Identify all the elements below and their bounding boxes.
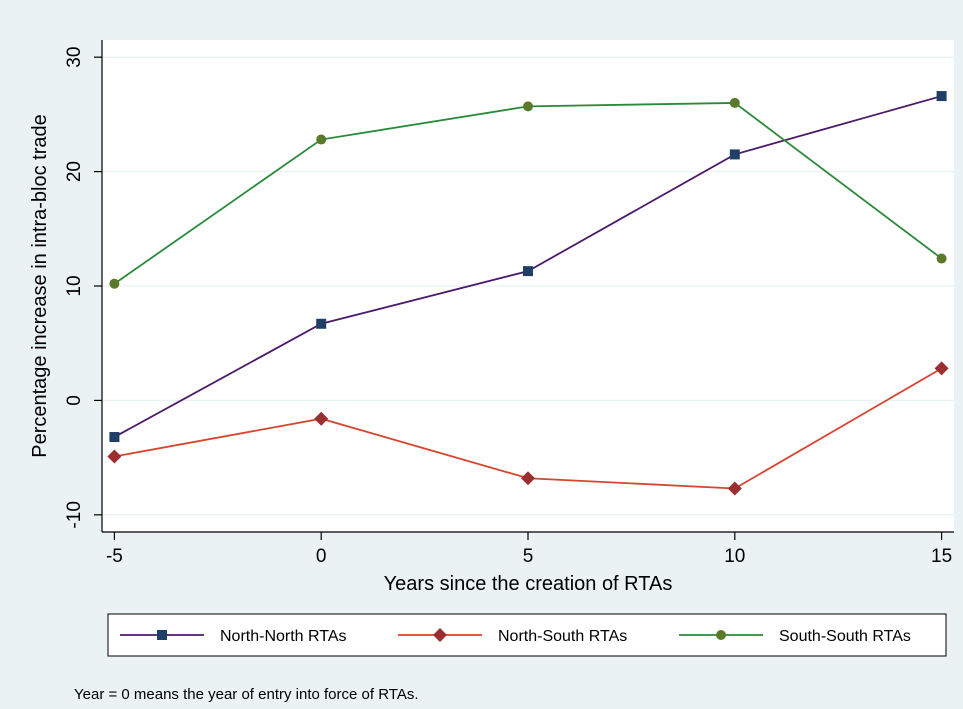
y-tick-label-4: 30 bbox=[64, 47, 85, 68]
y-tick-label-2: 10 bbox=[64, 275, 85, 296]
series-2-point-4 bbox=[937, 254, 947, 264]
legend-label-1: North-South RTAs bbox=[498, 628, 627, 645]
y-tick-label-0: -10 bbox=[64, 501, 85, 528]
y-tick-label-1: 0 bbox=[64, 395, 85, 406]
series-2-point-1 bbox=[316, 135, 326, 145]
series-0-point-1 bbox=[316, 319, 326, 329]
legend-label-0: North-North RTAs bbox=[220, 628, 347, 645]
y-axis-title: Percentage increase in intra-bloc trade bbox=[29, 114, 51, 458]
x-tick-label-0: -5 bbox=[106, 546, 123, 567]
x-axis-title: Years since the creation of RTAs bbox=[384, 573, 673, 595]
x-tick-label-3: 10 bbox=[724, 546, 745, 567]
series-2-point-2 bbox=[523, 101, 533, 111]
legend-label-2: South-South RTAs bbox=[779, 628, 911, 645]
x-tick-label-1: 0 bbox=[316, 546, 327, 567]
legend-marker-0 bbox=[157, 630, 167, 640]
series-0-point-2 bbox=[523, 266, 533, 276]
series-0-point-0 bbox=[109, 432, 119, 442]
series-0-point-3 bbox=[730, 149, 740, 159]
series-0-point-4 bbox=[937, 91, 947, 101]
series-2-point-0 bbox=[109, 279, 119, 289]
footnote: Year = 0 means the year of entry into fo… bbox=[74, 686, 419, 703]
series-2-point-3 bbox=[730, 98, 740, 108]
legend: North-North RTAs North-South RTAs South-So… bbox=[120, 628, 911, 645]
x-tick-label-2: 5 bbox=[523, 546, 534, 567]
y-tick-label-3: 20 bbox=[64, 161, 85, 182]
x-tick-label-4: 15 bbox=[931, 546, 952, 567]
legend-marker-2 bbox=[716, 630, 726, 640]
